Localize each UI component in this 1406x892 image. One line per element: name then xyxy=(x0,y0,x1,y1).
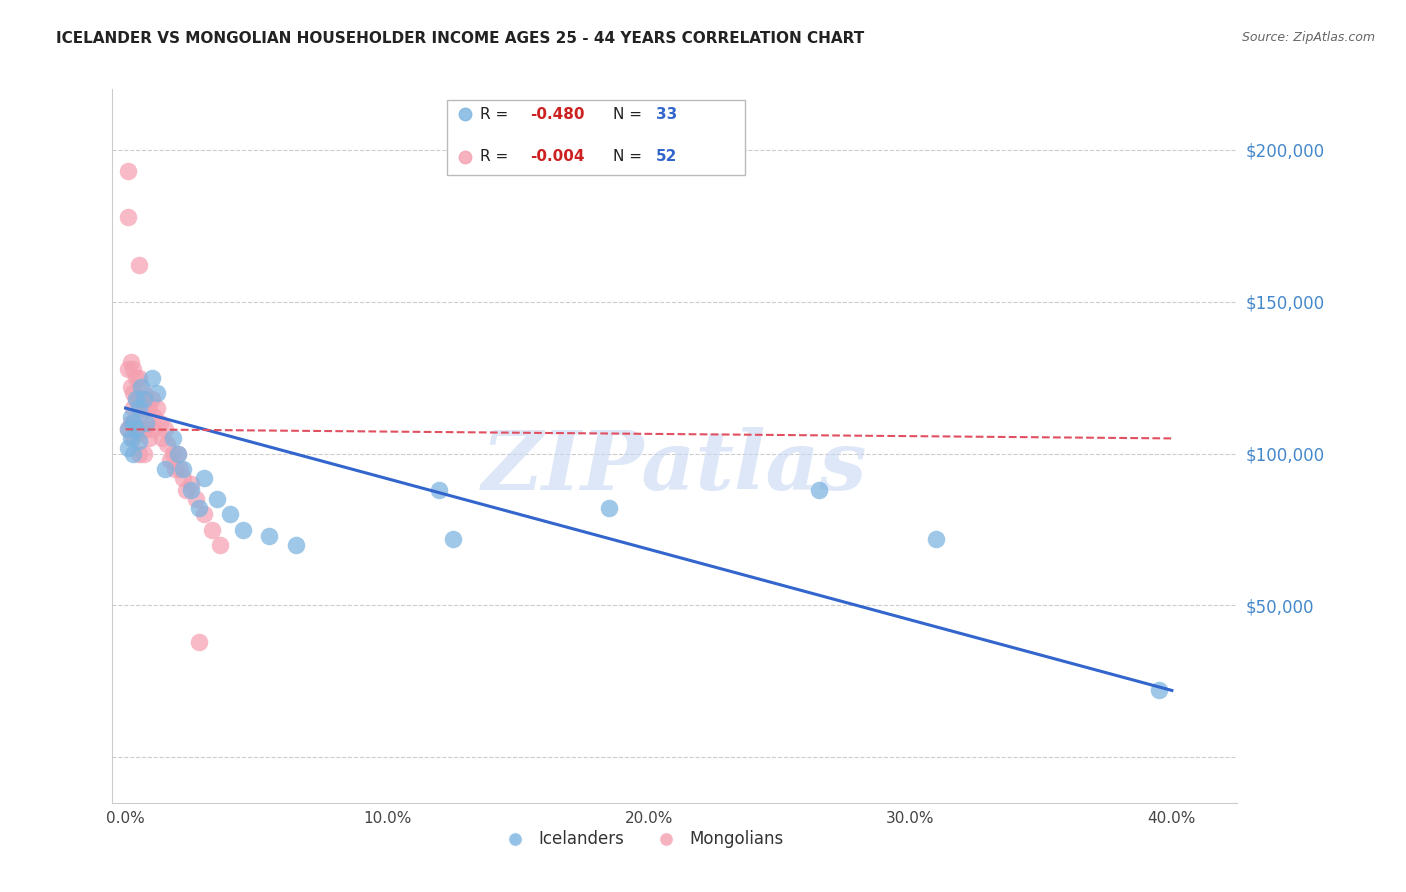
Point xyxy=(162,447,184,461)
Point xyxy=(128,392,150,406)
Point xyxy=(153,422,176,436)
Point xyxy=(128,258,150,272)
Text: 33: 33 xyxy=(655,107,678,121)
Point xyxy=(122,401,145,415)
Point xyxy=(150,431,173,445)
Text: R =: R = xyxy=(481,150,513,164)
Legend: Icelanders, Mongolians: Icelanders, Mongolians xyxy=(492,824,790,855)
Text: ZIPatlas: ZIPatlas xyxy=(482,427,868,508)
Point xyxy=(138,431,160,445)
Point xyxy=(128,370,150,384)
Point xyxy=(159,452,181,467)
Point xyxy=(120,380,142,394)
Point xyxy=(598,501,620,516)
Point xyxy=(129,422,152,436)
Point xyxy=(208,538,231,552)
Point xyxy=(117,422,139,436)
Point xyxy=(122,361,145,376)
Point xyxy=(205,492,228,507)
Point xyxy=(138,401,160,415)
Point xyxy=(232,523,254,537)
Point xyxy=(169,462,191,476)
Point xyxy=(141,422,163,436)
Point xyxy=(122,431,145,445)
Point xyxy=(172,462,194,476)
Point xyxy=(122,385,145,400)
Point xyxy=(128,434,150,449)
Point xyxy=(259,528,281,542)
Point xyxy=(925,532,948,546)
Point xyxy=(148,416,170,430)
Point xyxy=(125,422,148,436)
Point xyxy=(128,447,150,461)
Point xyxy=(132,447,155,461)
Point xyxy=(122,416,145,430)
Point xyxy=(117,422,139,436)
Point xyxy=(135,416,157,430)
Point xyxy=(429,483,451,497)
Point xyxy=(132,392,155,406)
Point xyxy=(807,483,830,497)
Point xyxy=(117,441,139,455)
Point xyxy=(201,523,224,537)
Point xyxy=(141,370,163,384)
Point xyxy=(187,501,209,516)
Text: -0.004: -0.004 xyxy=(530,150,585,164)
Text: ICELANDER VS MONGOLIAN HOUSEHOLDER INCOME AGES 25 - 44 YEARS CORRELATION CHART: ICELANDER VS MONGOLIAN HOUSEHOLDER INCOM… xyxy=(56,31,865,46)
Point xyxy=(129,380,152,394)
Point xyxy=(172,471,194,485)
Text: R =: R = xyxy=(481,107,513,121)
Point xyxy=(120,431,142,445)
Point xyxy=(128,401,150,415)
Point xyxy=(141,392,163,406)
Point xyxy=(146,401,169,415)
Point xyxy=(128,410,150,425)
Text: -0.480: -0.480 xyxy=(530,107,585,121)
Point xyxy=(146,385,169,400)
FancyBboxPatch shape xyxy=(447,100,745,175)
Point xyxy=(122,416,145,430)
Text: N =: N = xyxy=(613,150,647,164)
Point xyxy=(153,462,176,476)
Point xyxy=(186,492,208,507)
Text: N =: N = xyxy=(613,107,647,121)
Point xyxy=(162,431,184,445)
Point xyxy=(193,508,215,522)
Point xyxy=(120,355,142,369)
Point xyxy=(129,392,152,406)
Text: 52: 52 xyxy=(655,150,678,164)
Point xyxy=(132,401,155,415)
Text: Source: ZipAtlas.com: Source: ZipAtlas.com xyxy=(1241,31,1375,45)
Point xyxy=(441,532,464,546)
Point xyxy=(180,477,202,491)
Point xyxy=(117,361,139,376)
Point xyxy=(117,210,139,224)
Point xyxy=(219,508,242,522)
Point xyxy=(156,437,179,451)
Point xyxy=(165,462,187,476)
Point xyxy=(187,635,209,649)
Point xyxy=(167,447,190,461)
Point xyxy=(122,447,145,461)
Point xyxy=(135,392,157,406)
Point xyxy=(193,471,215,485)
Point xyxy=(1147,683,1170,698)
Point xyxy=(180,483,202,497)
Point xyxy=(125,370,148,384)
Point xyxy=(167,447,190,461)
Point xyxy=(125,422,148,436)
Point xyxy=(132,422,155,436)
Point xyxy=(135,422,157,436)
Point xyxy=(120,416,142,430)
Point xyxy=(125,392,148,406)
Point xyxy=(128,425,150,440)
Point xyxy=(125,392,148,406)
Point xyxy=(117,164,139,178)
Point xyxy=(132,385,155,400)
Point xyxy=(284,538,307,552)
Point xyxy=(120,410,142,425)
Point xyxy=(143,410,166,425)
Point xyxy=(174,483,197,497)
